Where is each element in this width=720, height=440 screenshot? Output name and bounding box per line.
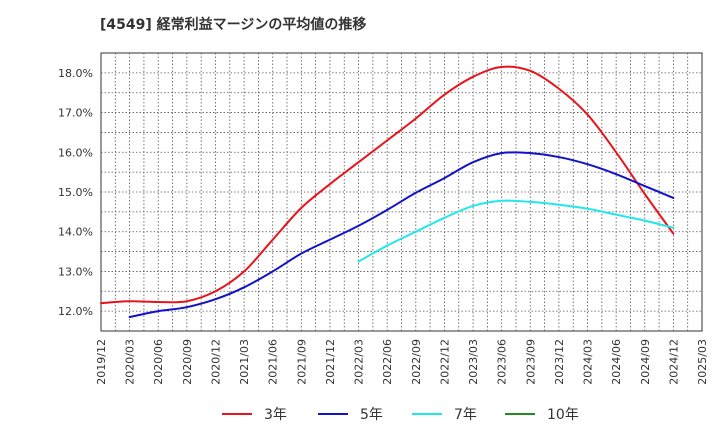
y-tick-label: 16.0% bbox=[58, 146, 93, 159]
legend: 3年 5年 7年 10年 bbox=[222, 407, 579, 423]
x-tick-label: 2025/03 bbox=[696, 339, 709, 385]
x-tick-label: 2022/06 bbox=[381, 339, 394, 385]
x-tick-label: 2023/09 bbox=[524, 339, 537, 385]
x-tick-label: 2024/12 bbox=[667, 339, 680, 385]
plot-area bbox=[100, 52, 703, 332]
x-tick-label: 2024/06 bbox=[610, 339, 623, 385]
x-tick-label: 2022/03 bbox=[353, 339, 366, 385]
x-tick-label: 2022/12 bbox=[438, 339, 451, 385]
legend-label-1: 5年 bbox=[360, 407, 383, 423]
series-line-2 bbox=[357, 199, 675, 263]
x-tick-label: 2024/03 bbox=[582, 339, 595, 385]
x-tick-label: 2023/06 bbox=[496, 339, 509, 385]
y-tick-label: 15.0% bbox=[58, 186, 93, 199]
x-tick-label: 2019/12 bbox=[95, 339, 108, 385]
series-line-1 bbox=[128, 151, 675, 319]
x-tick-label: 2021/12 bbox=[324, 339, 337, 385]
x-tick-label: 2021/09 bbox=[295, 339, 308, 385]
y-tick-label: 12.0% bbox=[58, 305, 93, 318]
legend-label-2: 7年 bbox=[454, 407, 477, 423]
chart-title: [4549] 経常利益マージンの平均値の推移 bbox=[100, 16, 366, 33]
x-tick-label: 2024/09 bbox=[639, 339, 652, 385]
y-tick-label: 14.0% bbox=[58, 226, 93, 239]
x-tick-label: 2020/03 bbox=[124, 339, 137, 385]
legend-label-0: 3年 bbox=[264, 407, 287, 423]
y-tick-label: 18.0% bbox=[58, 67, 93, 80]
x-tick-label: 2023/03 bbox=[467, 339, 480, 385]
x-tick-label: 2021/03 bbox=[238, 339, 251, 385]
y-tick-label: 13.0% bbox=[58, 265, 93, 278]
x-tick-label: 2020/12 bbox=[209, 339, 222, 385]
x-tick-label: 2023/12 bbox=[553, 339, 566, 385]
grid bbox=[100, 52, 703, 332]
x-tick-label: 2021/06 bbox=[267, 339, 280, 385]
series-line-0 bbox=[100, 65, 675, 305]
x-tick-label: 2022/09 bbox=[410, 339, 423, 385]
x-tick-label: 2020/09 bbox=[181, 339, 194, 385]
x-tick-label: 2020/06 bbox=[152, 339, 165, 385]
legend-label-3: 10年 bbox=[547, 407, 579, 423]
series-lines bbox=[100, 65, 675, 319]
axes: 12.0% 13.0% 14.0% 15.0% 16.0% 17.0% 18.0% 2019/… bbox=[58, 67, 709, 385]
y-tick-label: 17.0% bbox=[58, 107, 93, 120]
